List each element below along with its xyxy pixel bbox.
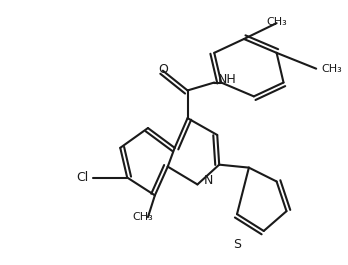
Text: N: N (203, 174, 213, 187)
Text: CH₃: CH₃ (133, 212, 153, 222)
Text: Cl: Cl (76, 171, 89, 184)
Text: S: S (233, 238, 241, 251)
Text: CH₃: CH₃ (321, 64, 342, 74)
Text: CH₃: CH₃ (266, 17, 287, 27)
Text: NH: NH (218, 73, 237, 86)
Text: O: O (158, 63, 168, 76)
